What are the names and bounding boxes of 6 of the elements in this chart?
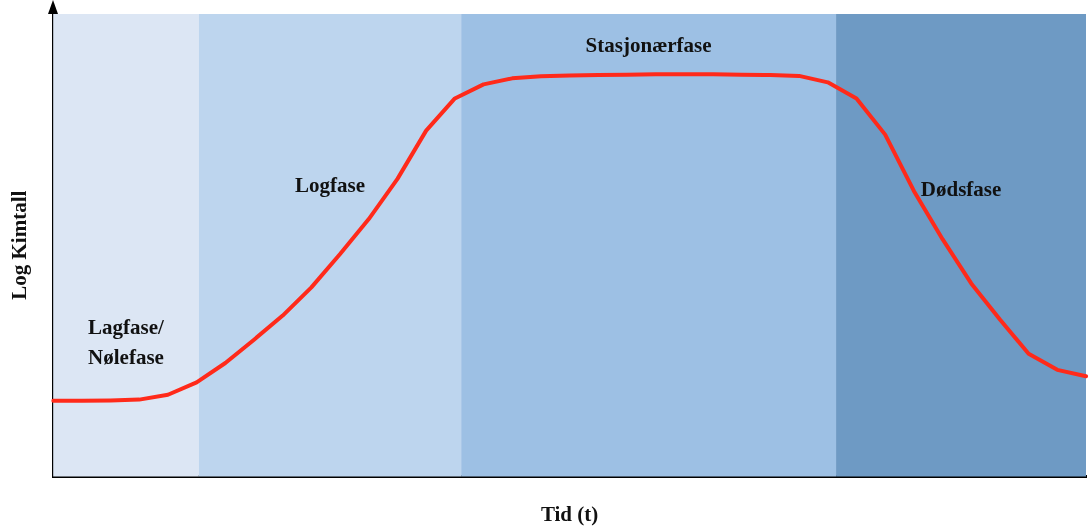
text: Stasjonærfase — [585, 32, 712, 57]
annotation: Logfase — [294, 173, 365, 198]
annotation: Dødsfase — [920, 177, 1002, 202]
annotation: Lagfase/ Nølefase — [88, 315, 166, 370]
x-axis-title: Tid (t) — [540, 501, 599, 526]
y-axis-title: Log Kimtall — [7, 190, 32, 300]
